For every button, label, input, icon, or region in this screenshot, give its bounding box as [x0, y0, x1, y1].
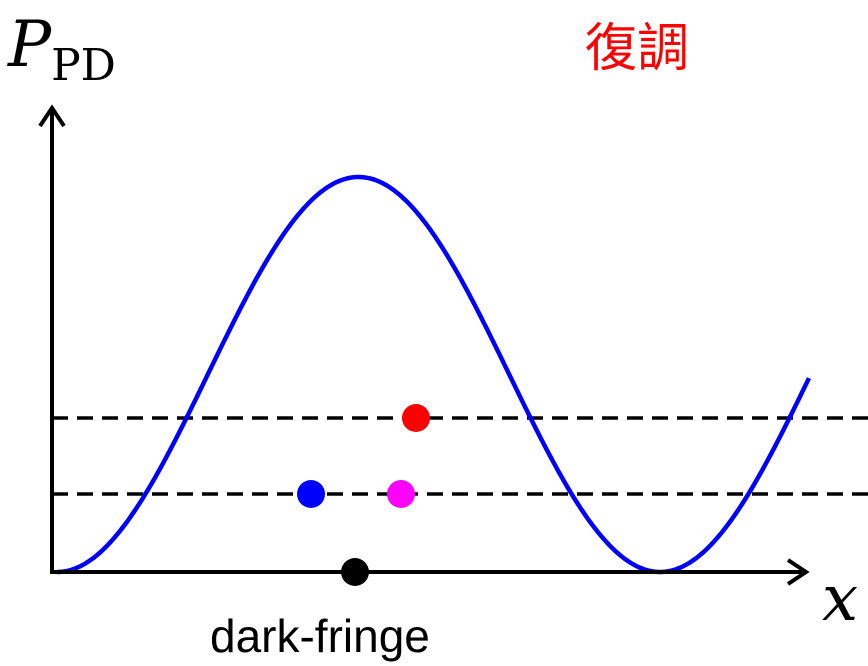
red-point [402, 404, 430, 432]
black-point [341, 558, 369, 586]
x-axis-arrowhead [786, 558, 810, 586]
blue-point [297, 480, 325, 508]
x-axis-label: x [822, 562, 858, 636]
dark-fringe-label: dark-fringe [210, 610, 430, 662]
title-label: 復調 [585, 20, 689, 78]
magenta-point [387, 480, 415, 508]
intensity-curve [57, 174, 812, 575]
y-axis-label: PPD [7, 8, 116, 91]
y-axis-arrowhead [38, 104, 66, 128]
